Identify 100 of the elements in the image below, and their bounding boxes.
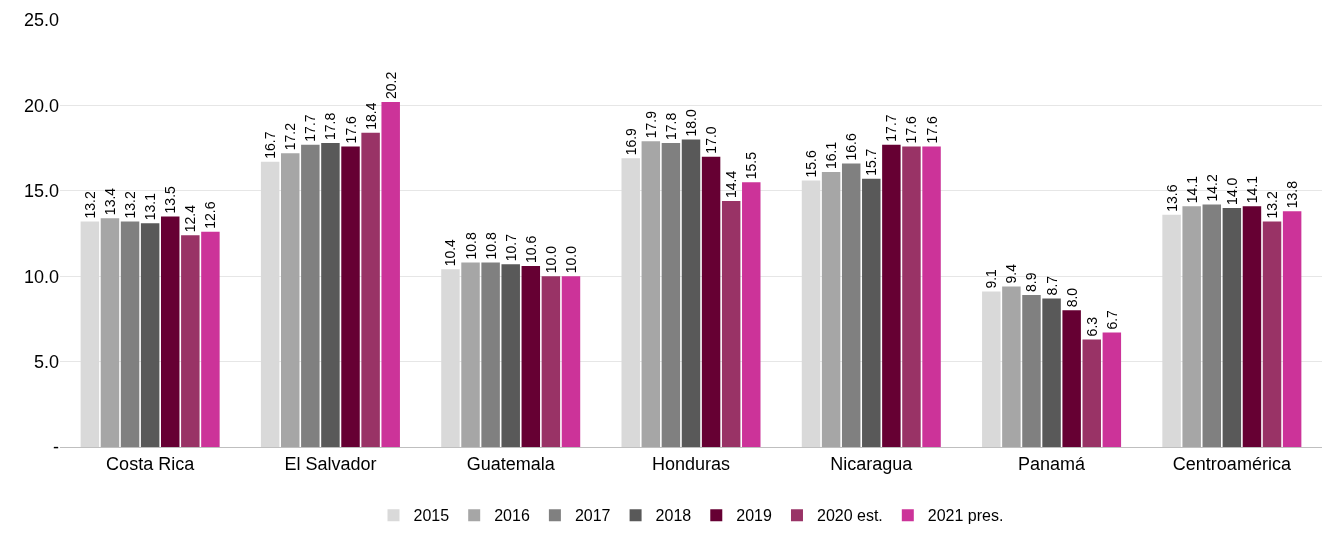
bar bbox=[501, 264, 520, 447]
data-label: 10.8 bbox=[462, 232, 479, 260]
data-label: 10.6 bbox=[522, 235, 539, 263]
legend-label: 2016 bbox=[494, 507, 530, 525]
data-label: 20.2 bbox=[382, 71, 399, 99]
data-label: 15.5 bbox=[743, 151, 760, 180]
data-label: 8.7 bbox=[1043, 275, 1060, 296]
bar bbox=[541, 276, 561, 447]
bar bbox=[1062, 310, 1081, 447]
data-label: 16.7 bbox=[262, 131, 279, 159]
data-label: 10.0 bbox=[562, 245, 579, 274]
bar bbox=[1102, 332, 1122, 447]
bar bbox=[1082, 339, 1101, 447]
data-label: 16.6 bbox=[843, 133, 860, 161]
data-label: 10.0 bbox=[542, 245, 559, 274]
legend-label: 2015 bbox=[413, 507, 450, 525]
data-label: 17.8 bbox=[662, 112, 679, 140]
data-label: 17.6 bbox=[903, 115, 920, 144]
data-label: 17.7 bbox=[302, 114, 319, 142]
bar bbox=[481, 262, 500, 447]
x-tick-label: Honduras bbox=[651, 453, 731, 474]
x-tick-label: Costa Rica bbox=[106, 453, 196, 474]
bar bbox=[721, 201, 741, 447]
bar bbox=[801, 180, 821, 447]
legend-label: 2017 bbox=[574, 507, 611, 525]
bar bbox=[1182, 206, 1201, 447]
data-label: 13.6 bbox=[1163, 184, 1180, 212]
data-label: 17.9 bbox=[642, 110, 659, 139]
bar bbox=[982, 291, 1001, 447]
y-tick-label: 25.0 bbox=[23, 10, 59, 31]
data-label: 6.7 bbox=[1103, 309, 1120, 330]
x-tick-label: Nicaragua bbox=[830, 453, 914, 474]
x-tick-label: Panamá bbox=[1018, 453, 1087, 474]
bar bbox=[201, 231, 220, 447]
data-label: 13.5 bbox=[162, 185, 179, 214]
data-label: 12.4 bbox=[182, 204, 199, 233]
data-label: 12.6 bbox=[202, 201, 219, 229]
bar bbox=[461, 262, 480, 447]
data-label: 17.6 bbox=[342, 115, 359, 144]
bar bbox=[80, 221, 100, 447]
bar bbox=[641, 141, 661, 447]
bar bbox=[1242, 206, 1262, 447]
bar bbox=[701, 156, 721, 447]
data-label: 13.2 bbox=[1264, 191, 1281, 219]
data-label: 10.8 bbox=[482, 232, 499, 260]
data-label: 9.4 bbox=[1003, 263, 1020, 284]
data-label: 8.9 bbox=[1023, 272, 1040, 292]
x-tick-label: Centroamérica bbox=[1172, 453, 1292, 474]
data-label: 17.8 bbox=[322, 112, 339, 140]
bar bbox=[260, 161, 280, 447]
bar bbox=[561, 276, 581, 447]
bar bbox=[120, 221, 140, 447]
data-label: 14.1 bbox=[1243, 175, 1260, 204]
y-tick-label: 15.0 bbox=[23, 181, 59, 202]
data-label: 17.6 bbox=[923, 115, 940, 144]
x-tick-label: El Salvador bbox=[284, 453, 377, 474]
data-label: 17.2 bbox=[282, 122, 299, 151]
bar bbox=[681, 139, 701, 447]
data-label: 18.0 bbox=[683, 109, 699, 137]
bar bbox=[381, 101, 400, 447]
bar bbox=[1222, 207, 1242, 447]
y-tick-label: 20.0 bbox=[23, 95, 59, 116]
data-label: 14.4 bbox=[723, 170, 740, 199]
bar bbox=[902, 146, 921, 447]
y-tick-label: - bbox=[53, 437, 59, 458]
bar bbox=[841, 163, 861, 447]
data-label: 8.0 bbox=[1063, 287, 1080, 308]
data-label: 16.9 bbox=[622, 127, 639, 156]
data-label: 14.2 bbox=[1203, 174, 1220, 202]
bar bbox=[100, 218, 120, 447]
legend-label: 2021 pres. bbox=[927, 507, 1004, 525]
data-label: 13.2 bbox=[122, 191, 139, 219]
bar bbox=[521, 265, 541, 447]
bar bbox=[1202, 204, 1222, 447]
legend-label: 2020 est. bbox=[816, 507, 883, 525]
y-tick-label: 5.0 bbox=[33, 351, 59, 372]
bar bbox=[301, 144, 320, 447]
data-label: 6.3 bbox=[1083, 316, 1100, 337]
bar bbox=[341, 146, 360, 447]
legend-label: 2018 bbox=[655, 507, 692, 525]
bar bbox=[181, 235, 200, 447]
data-label: 13.8 bbox=[1284, 180, 1301, 209]
bar bbox=[361, 132, 380, 447]
y-tick-label: 10.0 bbox=[23, 266, 59, 287]
bar bbox=[441, 269, 460, 447]
bar bbox=[1162, 214, 1181, 447]
data-label: 10.4 bbox=[442, 238, 459, 267]
bar bbox=[821, 172, 841, 447]
bar bbox=[281, 153, 300, 447]
legend-label: 2019 bbox=[736, 507, 772, 525]
bar bbox=[321, 142, 340, 447]
data-label: 17.7 bbox=[883, 114, 900, 142]
data-label: 13.1 bbox=[142, 192, 159, 221]
bar bbox=[1042, 298, 1061, 447]
data-label: 13.4 bbox=[101, 187, 118, 216]
bar bbox=[621, 158, 640, 447]
bar bbox=[742, 182, 761, 447]
bar bbox=[160, 216, 180, 447]
bar bbox=[1282, 211, 1302, 447]
x-tick-label: Guatemala bbox=[466, 453, 556, 474]
